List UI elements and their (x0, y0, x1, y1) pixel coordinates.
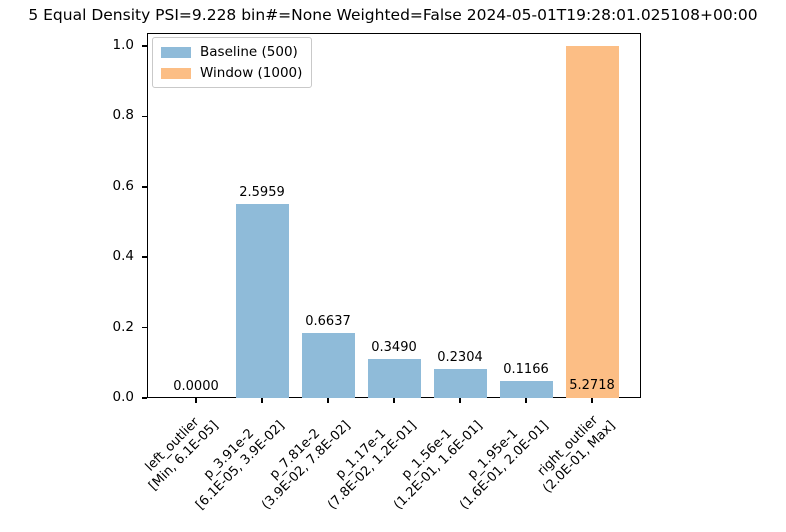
x-tick-mark (195, 398, 197, 403)
baseline-swatch-icon (161, 46, 191, 58)
x-tick-mark (261, 398, 263, 403)
x-tick-mark (591, 398, 593, 403)
legend-label: Window (1000) (200, 65, 303, 81)
chart-title: 5 Equal Density PSI=9.228 bin#=None Weig… (28, 6, 758, 24)
x-tick-mark (327, 398, 329, 403)
legend: Baseline (500) Window (1000) (152, 37, 313, 88)
bar-p_7.81e-2 (301, 333, 355, 398)
x-tick-mark (459, 398, 461, 403)
bar-right_outlier (565, 46, 619, 398)
y-tick-label: 0.4 (112, 248, 134, 265)
legend-label: Baseline (500) (200, 44, 298, 60)
bar-p_1.56e-1 (433, 369, 487, 398)
bar-p_1.17e-1 (367, 359, 421, 398)
plot-area (147, 33, 641, 398)
bar-value-label: 0.1166 (503, 362, 549, 377)
y-tick-mark (142, 45, 147, 47)
y-tick-mark (142, 256, 147, 258)
y-tick-mark (142, 397, 147, 399)
window-swatch-icon (161, 67, 191, 79)
y-tick-mark (142, 326, 147, 329)
legend-entry-window: Window (1000) (161, 65, 302, 81)
bar-value-label: 0.3490 (371, 340, 417, 355)
legend-entry-baseline: Baseline (500) (161, 44, 302, 60)
y-tick-mark (142, 186, 147, 188)
x-tick-mark (525, 398, 527, 403)
x-tick-mark (393, 398, 395, 403)
bar-p_1.95e-1 (499, 381, 553, 398)
bar-p_3.91e-2 (235, 204, 289, 398)
y-tick-label: 0.6 (112, 177, 134, 194)
bar-value-label: 2.5959 (239, 185, 285, 200)
y-tick-mark (142, 115, 147, 118)
bar-value-label: 0.2304 (437, 350, 483, 365)
y-tick-label: 0.0 (112, 389, 134, 405)
bar-value-label: 0.0000 (173, 379, 219, 394)
bar-value-label: 0.6637 (305, 314, 351, 329)
bar-value-label: 5.2718 (569, 378, 615, 393)
y-tick-label: 0.2 (112, 318, 134, 335)
y-tick-label: 0.8 (112, 107, 134, 124)
y-tick-label: 1.0 (112, 37, 134, 53)
